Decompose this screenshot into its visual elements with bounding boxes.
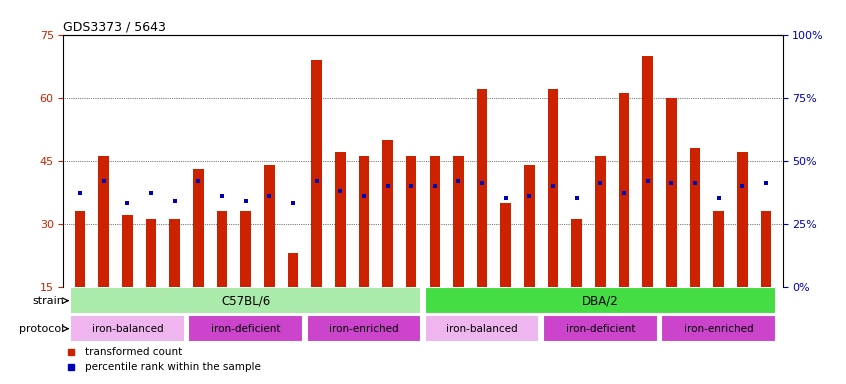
Bar	[761, 211, 772, 287]
Bar	[406, 156, 416, 287]
Text: iron-balanced: iron-balanced	[91, 324, 163, 334]
Bar	[98, 156, 109, 287]
Bar	[264, 165, 275, 287]
Bar	[737, 152, 748, 287]
Bar	[618, 93, 629, 287]
Bar	[146, 219, 157, 287]
Bar	[217, 211, 228, 287]
Text: percentile rank within the sample: percentile rank within the sample	[85, 362, 261, 372]
Bar	[169, 219, 180, 287]
Text: iron-deficient: iron-deficient	[211, 324, 280, 334]
Bar	[311, 60, 321, 287]
Text: iron-deficient: iron-deficient	[566, 324, 635, 334]
Bar	[571, 219, 582, 287]
Bar	[382, 140, 393, 287]
Bar	[359, 156, 369, 287]
Text: GDS3373 / 5643: GDS3373 / 5643	[63, 20, 167, 33]
Bar	[425, 315, 540, 342]
Text: DBA/2: DBA/2	[582, 294, 618, 307]
Bar	[453, 156, 464, 287]
Bar	[193, 169, 204, 287]
Bar	[240, 211, 251, 287]
Bar	[713, 211, 724, 287]
Bar	[288, 253, 299, 287]
Text: iron-enriched: iron-enriched	[684, 324, 754, 334]
Text: iron-balanced: iron-balanced	[447, 324, 518, 334]
Bar	[642, 56, 653, 287]
Bar	[547, 89, 558, 287]
Bar	[662, 315, 776, 342]
Bar	[543, 315, 658, 342]
Bar	[306, 315, 421, 342]
Bar	[122, 215, 133, 287]
Bar	[70, 315, 184, 342]
Text: transformed count: transformed count	[85, 347, 182, 357]
Bar	[70, 287, 421, 314]
Bar	[430, 156, 440, 287]
Bar	[666, 98, 677, 287]
Bar	[335, 152, 345, 287]
Bar	[425, 287, 776, 314]
Bar	[525, 165, 535, 287]
Text: protocol: protocol	[19, 324, 64, 334]
Text: C57BL/6: C57BL/6	[221, 294, 270, 307]
Bar	[477, 89, 487, 287]
Text: strain: strain	[32, 296, 64, 306]
Bar	[595, 156, 606, 287]
Text: iron-enriched: iron-enriched	[329, 324, 398, 334]
Bar	[74, 211, 85, 287]
Bar	[501, 203, 511, 287]
Bar	[188, 315, 303, 342]
Bar	[689, 148, 700, 287]
